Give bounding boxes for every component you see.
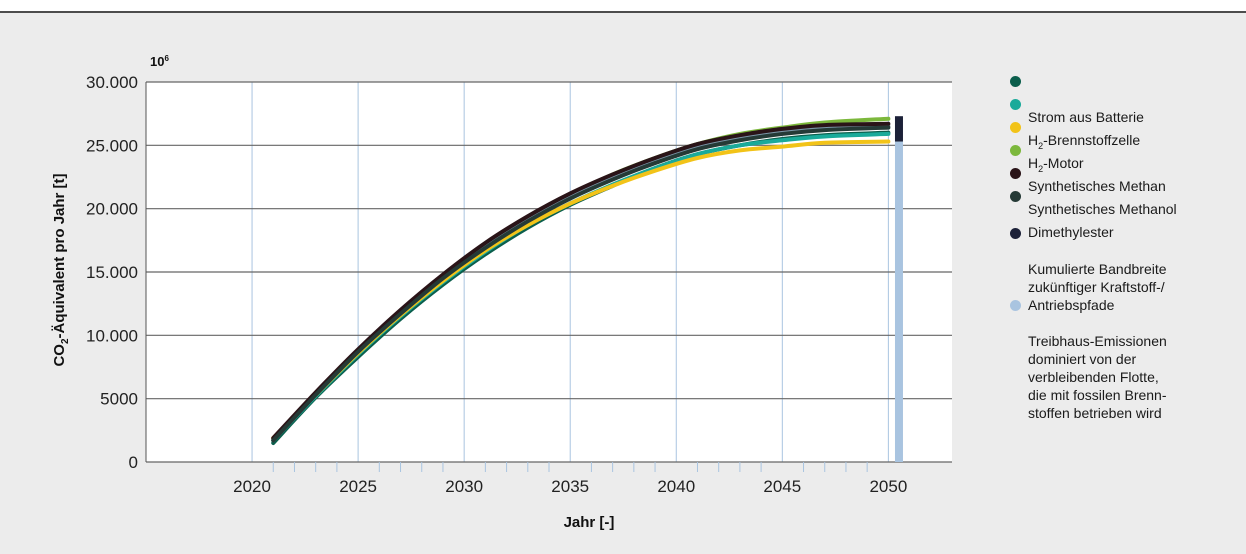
band-layer — [894, 116, 903, 142]
legend-item: H2-Brennstoffzelle — [1010, 95, 1240, 151]
legend-label: H2-Brennstoffzelle — [1028, 132, 1141, 151]
legend-swatch — [1010, 300, 1021, 311]
series-layer — [271, 116, 891, 445]
legend-item: Synthetisches Methan — [1010, 141, 1240, 194]
legend-label: Kumulierte Bandbreite zukünftiger Krafts… — [1028, 261, 1167, 313]
legend-item: Kumulierte Bandbreite zukünftiger Krafts… — [1010, 224, 1240, 313]
legend-swatch — [1010, 191, 1021, 202]
x-tick-label: 2030 — [445, 477, 483, 496]
legend-swatch — [1010, 99, 1021, 110]
x-tick-label: 2040 — [657, 477, 695, 496]
legend-swatch — [1010, 145, 1021, 156]
y-tick-label: 0 — [129, 453, 138, 472]
x-axis-label: Jahr [-] — [564, 514, 615, 531]
y-multiplier: 106 — [150, 54, 169, 69]
axis-layer: 2020 2025 2030 2035 2040 2045 2050 0 5000 10.000 1… — [86, 73, 907, 496]
legend-swatch — [1010, 228, 1021, 239]
legend-label: Strom aus Batterie — [1028, 109, 1144, 125]
legend-label: Treibhaus-Emissionen dominiert von der v… — [1028, 333, 1167, 421]
minor-ticks — [272, 462, 868, 472]
x-tick-label: 2020 — [233, 477, 271, 496]
legend-label: H2-Motor — [1028, 155, 1084, 174]
y-tick-label: 20.000 — [86, 200, 138, 219]
legend-label: Dimethylester — [1028, 224, 1114, 240]
x-tick-label: 2050 — [869, 477, 907, 496]
y-tick-label: 25.000 — [86, 136, 138, 155]
series-line — [271, 121, 891, 440]
top-rule — [0, 11, 1246, 13]
series-line — [271, 125, 891, 443]
legend-item: Strom aus Batterie — [1010, 72, 1240, 125]
legend-label: Synthetisches Methan — [1028, 178, 1166, 194]
legend-item: Dimethylester — [1010, 187, 1240, 240]
x-tick-label: 2035 — [551, 477, 589, 496]
y-tick-label: 30.000 — [86, 73, 138, 92]
legend-swatch — [1010, 168, 1021, 179]
legend-swatch — [1010, 76, 1021, 87]
grid-layer — [146, 81, 952, 463]
legend-label: Synthetisches Methanol — [1028, 201, 1177, 217]
y-tick-label: 10.000 — [86, 326, 138, 345]
y-tick-label: 15.000 — [86, 263, 138, 282]
legend-item: Treibhaus-Emissionen dominiert von der v… — [1010, 296, 1240, 422]
fossil-bar-layer — [894, 141, 903, 463]
x-tick-label: 2045 — [763, 477, 801, 496]
legend-item: Synthetisches Methanol — [1010, 164, 1240, 217]
y-axis-label: CO2-Äquivalent pro Jahr [t] — [51, 173, 71, 366]
legend: Strom aus Batterie H2-Brennstoffzelle H2… — [1010, 72, 1240, 422]
y-tick-label: 5000 — [100, 390, 138, 409]
fossil-emissions-bar — [894, 141, 903, 463]
x-tick-label: 2025 — [339, 477, 377, 496]
legend-swatch — [1010, 122, 1021, 133]
band-range-bar — [894, 116, 903, 142]
legend-item: H2-Motor — [1010, 118, 1240, 174]
